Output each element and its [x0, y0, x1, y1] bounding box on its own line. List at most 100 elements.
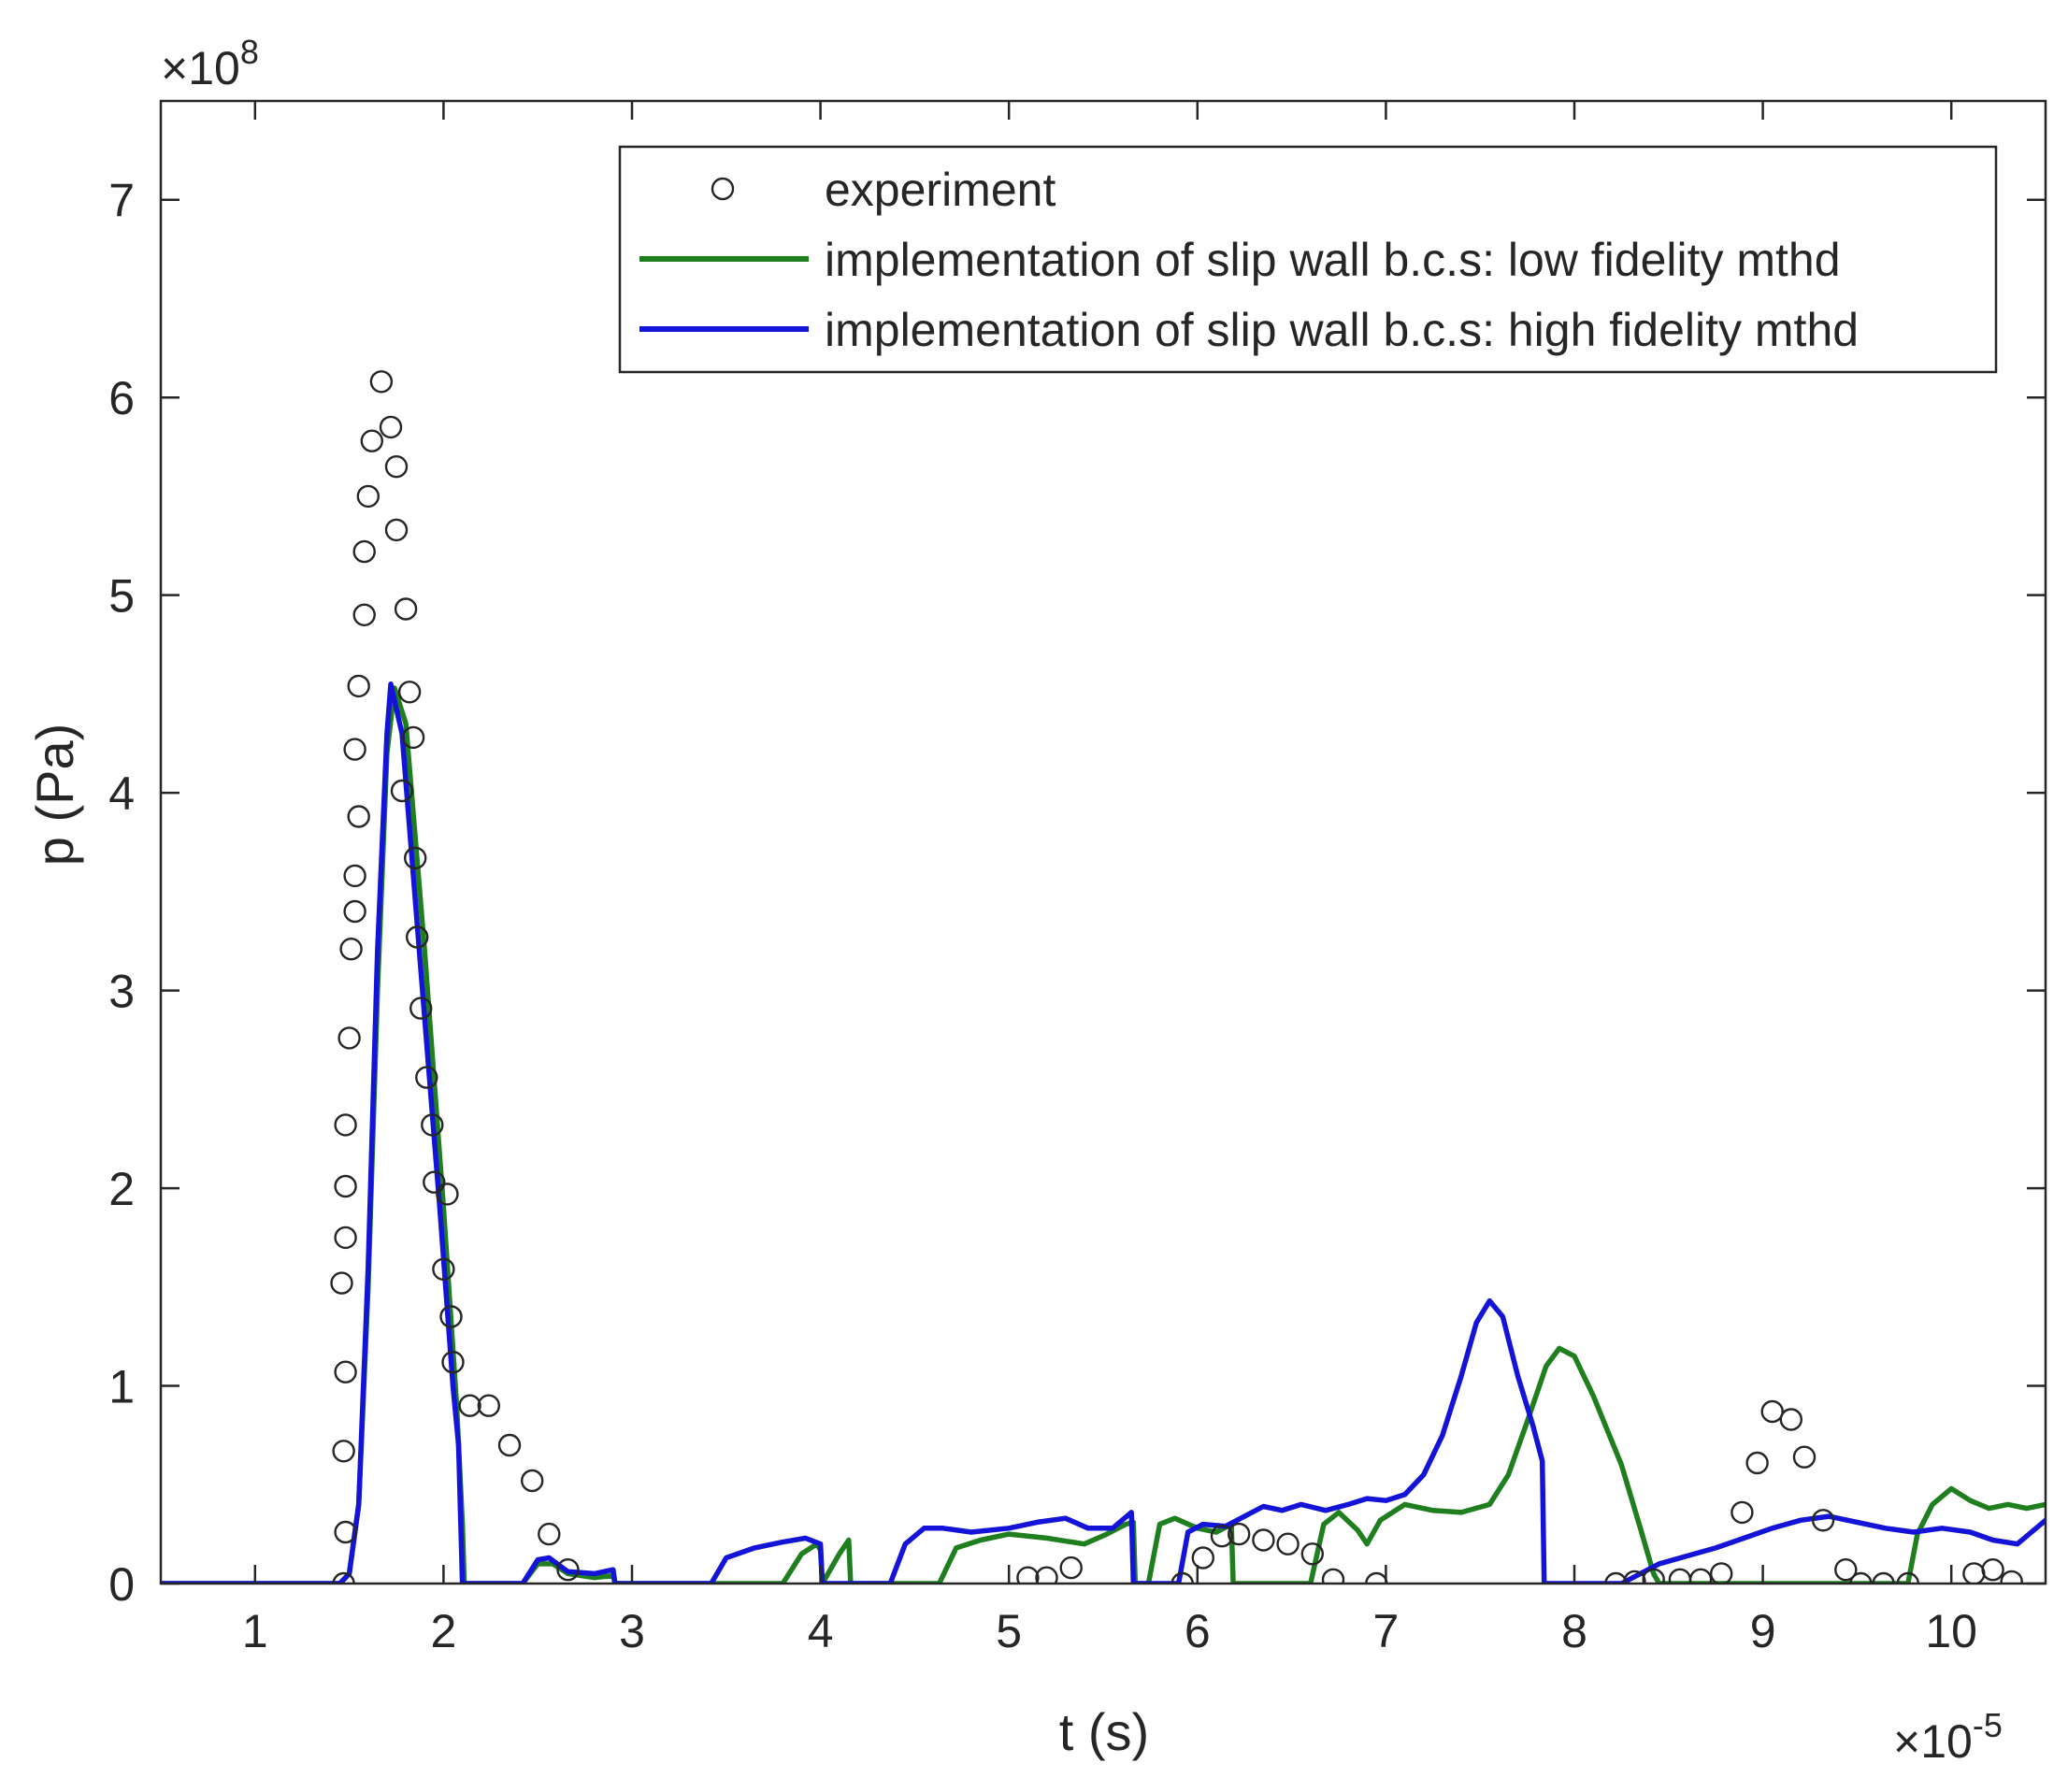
experiment-data-point: [458, 1394, 481, 1417]
experiment-data-point: [1779, 1408, 1803, 1431]
experiment-data-point: [334, 1174, 357, 1198]
experiment-data-point: [334, 1360, 357, 1383]
experiment-data-point: [406, 925, 429, 949]
y-tick-label: 0: [108, 1558, 135, 1611]
experiment-data-point: [521, 1469, 544, 1493]
series-line-high-fidelity: [161, 681, 2046, 1584]
x-tick-label: 2: [430, 1605, 456, 1657]
experiment-data-point: [384, 455, 409, 479]
experiment-data-point: [347, 674, 370, 698]
experiment-data-point: [436, 1183, 459, 1206]
x-tick-label: 5: [996, 1605, 1022, 1657]
experiment-data-point: [497, 1433, 522, 1457]
experiment-data-point: [1035, 1566, 1058, 1584]
y-tick-label: 5: [108, 570, 135, 623]
experiment-data-point: [1604, 1571, 1628, 1584]
experiment-data-point: [1321, 1568, 1345, 1584]
x-tick-label: 7: [1372, 1605, 1399, 1657]
experiment-data-point: [1642, 1568, 1665, 1584]
experiment-data-point: [337, 1026, 361, 1050]
experiment-data-point: [1276, 1532, 1300, 1555]
x-tick-label: 9: [1750, 1605, 1776, 1657]
experiment-data-point: [1792, 1445, 1817, 1469]
experiment-data-point: [394, 597, 418, 621]
experiment-data-point: [1688, 1568, 1713, 1584]
experiment-data-point: [1016, 1566, 1040, 1584]
experiment-data-point: [1760, 1399, 1784, 1424]
experiment-data-point: [404, 846, 427, 870]
x-tick-label: 3: [619, 1605, 645, 1657]
legend: experiment implementation of slip wall b.…: [618, 145, 1998, 374]
experiment-data-point: [334, 1113, 357, 1137]
legend-label: implementation of slip wall b.c.s: high …: [825, 304, 1859, 356]
experiment-data-point: [1623, 1570, 1646, 1584]
experiment-data-point: [352, 603, 376, 626]
experiment-data-point: [352, 539, 376, 564]
axes-box: [159, 99, 2047, 1585]
experiment-data-point: [330, 1271, 353, 1295]
y-axis-exponent: ×108: [161, 33, 259, 94]
y-tick-label: 6: [108, 372, 135, 424]
y-axis-label: p (Pa): [25, 724, 84, 867]
experiment-data-point: [339, 938, 363, 961]
experiment-data-point: [334, 1520, 357, 1544]
experiment-data-point: [432, 1257, 455, 1282]
experiment-data-point: [369, 370, 394, 394]
experiment-data-point: [390, 779, 414, 803]
y-tick-label: 7: [108, 175, 135, 227]
experiment-data-point: [1227, 1522, 1251, 1546]
experiment-data-point: [347, 805, 370, 828]
experiment-data-point: [1849, 1571, 1873, 1584]
experiment-data-point: [1210, 1524, 1234, 1548]
x-axis-exponent: ×10-5: [1893, 1706, 2003, 1768]
experiment-data-point: [1896, 1571, 1919, 1584]
legend-box: [618, 145, 1998, 374]
x-axis-label: t (s): [1059, 1702, 1149, 1761]
experiment-data-point: [409, 996, 433, 1020]
experiment-data-point: [441, 1350, 465, 1374]
experiment-data-point: [1811, 1509, 1835, 1532]
experiment-data-point: [1981, 1557, 2004, 1582]
experiment-data-point: [384, 518, 409, 542]
experiment-data-point: [379, 415, 403, 439]
experiment-data-point: [343, 864, 366, 888]
experiment-data-point: [423, 1170, 446, 1194]
experiment-data-point: [415, 1066, 438, 1089]
experiment-data-point: [1252, 1528, 1275, 1552]
experiment-data-point: [401, 725, 425, 750]
y-tick-label: 4: [108, 767, 135, 820]
experiment-data-point: [343, 899, 366, 924]
experiment-data-point: [360, 429, 383, 452]
legend-label: implementation of slip wall b.c.s: low f…: [825, 234, 1841, 286]
experiment-data-point: [1710, 1562, 1733, 1584]
experiment-data-point: [1365, 1571, 1388, 1584]
experiment-data-point: [1059, 1555, 1083, 1580]
experiment-data-point: [334, 1226, 357, 1250]
experiment-data-point: [1745, 1451, 1769, 1475]
experiment-data-point: [343, 738, 366, 761]
experiment-data-point: [1170, 1571, 1194, 1584]
x-tick-label: 8: [1561, 1605, 1587, 1657]
y-tick-label: 1: [108, 1361, 135, 1413]
experiment-data-point: [1731, 1500, 1754, 1525]
experiment-data-point: [1834, 1557, 1858, 1582]
experiment-data-point: [477, 1394, 500, 1417]
y-tick-label: 3: [108, 966, 135, 1018]
experiment-data-point: [2000, 1570, 2023, 1584]
experiment-data-point: [332, 1571, 355, 1584]
legend-label: experiment: [825, 164, 1056, 216]
experiment-data-point: [556, 1557, 580, 1582]
experiment-data-point: [421, 1113, 444, 1137]
experiment-data-point: [356, 484, 380, 509]
experiment-data-point: [332, 1440, 355, 1463]
experiment-data-point: [397, 681, 422, 704]
x-tick-label: 4: [808, 1605, 834, 1657]
x-tick-label: 1: [242, 1605, 268, 1657]
x-tick-label: 10: [1925, 1605, 1977, 1657]
experiment-data-point: [1300, 1542, 1325, 1566]
y-tick-label: 2: [108, 1163, 135, 1215]
experiment-data-point: [538, 1522, 561, 1546]
legend-experiment-marker: [711, 177, 735, 201]
